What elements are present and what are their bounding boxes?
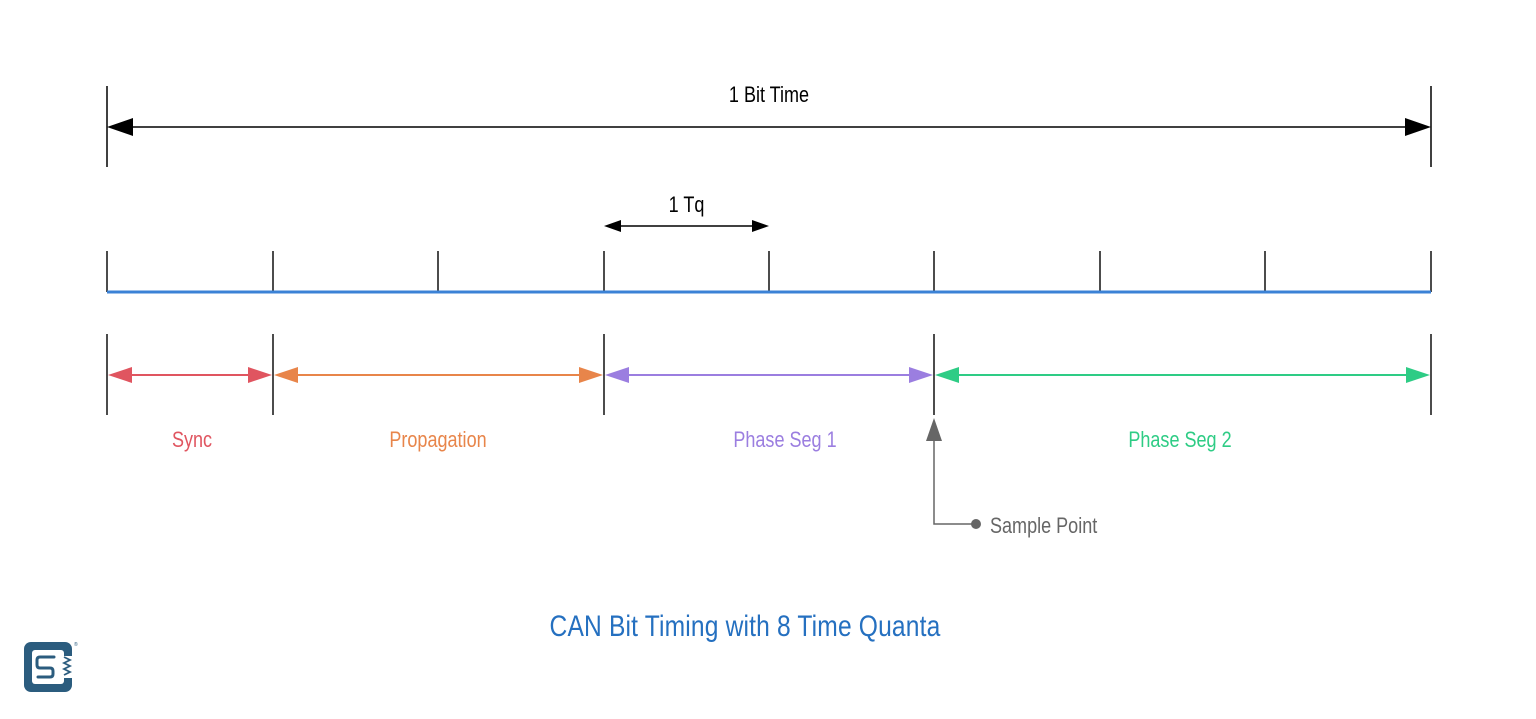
segment-propagation: Propagation	[274, 367, 603, 452]
timeline	[106, 251, 1432, 294]
segment-label: Phase Seg 1	[733, 428, 836, 452]
bit-time-label: 1 Bit Time	[729, 83, 809, 107]
sample-point-arrow-icon	[926, 418, 942, 441]
tq-label: 1 Tq	[669, 193, 705, 217]
tq-group: 1 Tq	[604, 193, 769, 232]
diagram-title: CAN Bit Timing with 8 Time Quanta	[549, 610, 941, 643]
sample-point-callout: Sample Point	[926, 418, 1098, 538]
sample-point-leader-line	[933, 440, 976, 525]
segment-label: Sync	[172, 428, 212, 452]
bit-time-group: 1 Bit Time	[106, 83, 1432, 167]
svg-text:®: ®	[74, 641, 78, 648]
segments: Sync Propagation Phase Seg 1 Phase Seg 2	[106, 334, 1432, 452]
segment-label: Phase Seg 2	[1128, 428, 1231, 452]
segment-phase-seg-2: Phase Seg 2	[935, 367, 1430, 452]
sample-point-label: Sample Point	[990, 514, 1098, 538]
sample-point-dot-icon	[971, 519, 981, 529]
segment-phase-seg-1: Phase Seg 1	[605, 367, 933, 452]
segment-label: Propagation	[389, 428, 486, 452]
company-logo-icon: ®	[24, 641, 78, 692]
segment-sync: Sync	[108, 367, 272, 452]
